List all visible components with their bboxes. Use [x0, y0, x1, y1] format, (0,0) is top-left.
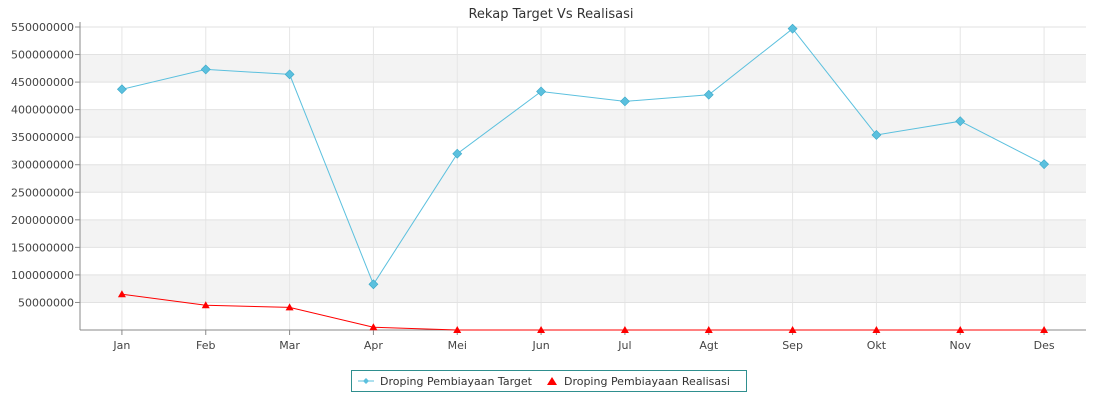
data-point-diamond: [200, 64, 211, 75]
y-tick-label: 150000000: [11, 241, 74, 254]
data-point-triangle: [369, 323, 378, 331]
data-point-triangle: [201, 301, 210, 309]
plot-band: [80, 109, 1086, 138]
x-tick-label: Jun: [531, 339, 549, 352]
y-tick-label: 550000000: [11, 21, 74, 34]
x-tick-label: Jul: [617, 339, 631, 352]
legend-item-realisasi[interactable]: Droping Pembiayaan Realisasi: [546, 375, 730, 388]
series-line: [121, 293, 1045, 331]
line-diamond-icon: [358, 378, 374, 384]
plot-band: [80, 54, 1086, 83]
x-tick-labels: Jan Feb Mar Apr Mei Jun Jul Agt Sep Okt Nov Des: [112, 339, 1054, 352]
legend: Droping Pembiayaan Target Droping Pembia…: [351, 370, 747, 392]
data-point-triangle: [453, 326, 462, 333]
data-point-diamond: [368, 279, 379, 290]
data-point-diamond: [116, 84, 127, 95]
y-tick-label: 350000000: [11, 131, 74, 144]
data-point-triangle: [537, 326, 546, 333]
data-point-triangle: [788, 326, 797, 333]
x-tick-label: Feb: [196, 339, 215, 352]
y-tick-label: 250000000: [11, 186, 74, 199]
x-tick-label: Okt: [867, 339, 887, 352]
y-tick-label: 500000000: [11, 49, 74, 62]
data-point-diamond: [619, 96, 630, 107]
y-tick-label: 300000000: [11, 159, 74, 172]
y-tick-labels: 50000000 100000000 150000000 200000000 25000…: [11, 21, 74, 309]
plot-band: [80, 219, 1086, 248]
y-tick-label: 100000000: [11, 269, 74, 282]
data-point-triangle: [117, 290, 126, 298]
data-point-diamond: [955, 116, 966, 127]
triangle-icon: [546, 377, 557, 385]
x-tick-label: Mei: [448, 339, 467, 352]
y-tick-label: 50000000: [18, 296, 74, 309]
data-point-diamond: [703, 89, 714, 100]
y-tick-label: 400000000: [11, 104, 74, 117]
x-tick-label: Sep: [782, 339, 803, 352]
plot-bands: [80, 54, 1086, 303]
x-tick-label: Mar: [279, 339, 300, 352]
data-point-diamond: [452, 148, 463, 159]
legend-item-target[interactable]: Droping Pembiayaan Target: [358, 375, 532, 388]
x-tick-label: Agt: [699, 339, 719, 352]
x-tick-label: Des: [1034, 339, 1055, 352]
data-point-diamond: [871, 130, 882, 140]
data-point-triangle: [956, 326, 965, 333]
data-point-triangle: [1040, 326, 1049, 333]
series-line: [121, 27, 1045, 286]
series-layer: [116, 23, 1050, 333]
data-point-triangle: [704, 326, 713, 333]
horizontal-grid: [80, 26, 1086, 303]
data-point-triangle: [620, 326, 629, 333]
data-point-triangle: [285, 303, 294, 311]
y-tick-label: 200000000: [11, 214, 74, 227]
legend-label-realisasi: Droping Pembiayaan Realisasi: [563, 374, 730, 388]
plot-band: [80, 274, 1086, 303]
data-point-diamond: [536, 86, 547, 97]
data-point-diamond: [1039, 159, 1050, 170]
series-target: [116, 23, 1050, 290]
plot-band: [80, 164, 1086, 193]
data-point-triangle: [872, 326, 881, 333]
x-tick-label: Nov: [950, 339, 972, 352]
series-realisasi: [117, 290, 1049, 333]
x-tick-label: Jan: [112, 339, 130, 352]
legend-label-target: Droping Pembiayaan Target: [380, 374, 532, 388]
chart-title: Rekap Target Vs Realisasi: [468, 7, 633, 22]
data-point-diamond: [284, 69, 295, 80]
x-tick-label: Apr: [364, 339, 384, 352]
y-tick-label: 450000000: [11, 76, 74, 89]
data-point-diamond: [787, 23, 798, 34]
